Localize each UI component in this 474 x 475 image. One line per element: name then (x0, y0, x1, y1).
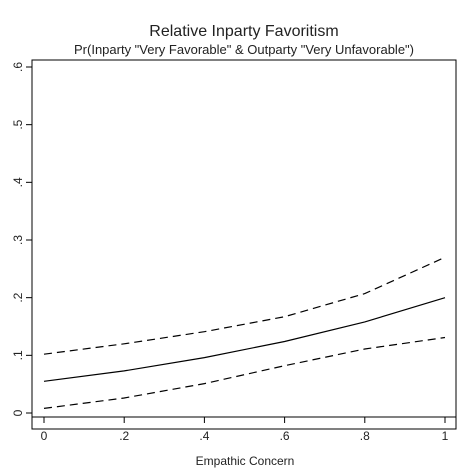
y-tick-label: .4 (11, 177, 25, 187)
chart-subtitle: Pr(Inparty "Very Favorable" & Outparty "… (74, 42, 414, 57)
y-tick-label: .6 (11, 62, 25, 72)
y-tick-label: .5 (11, 119, 25, 129)
upper-ci-line (43, 256, 446, 355)
x-tick-label: .2 (119, 429, 129, 443)
chart-title: Relative Inparty Favoritism (149, 23, 338, 40)
chart-marks: 0 .2 .4 .6 .8 1 0 .1 .2 .3 .4 .5 .6 (11, 62, 449, 443)
predicted-probability-line (43, 297, 446, 382)
lower-ci-line (43, 336, 446, 409)
y-tick-label: .1 (11, 350, 25, 360)
x-tick-label: .6 (280, 429, 290, 443)
x-tick-label: 1 (442, 429, 449, 443)
x-tick-label: .4 (199, 429, 209, 443)
y-tick-label: 0 (11, 409, 25, 416)
y-tick-label: .2 (11, 292, 25, 302)
y-tick-label: .3 (11, 235, 25, 245)
x-tick-label: 0 (41, 429, 48, 443)
x-axis-label: Empathic Concern (196, 454, 295, 468)
x-tick-label: .8 (360, 429, 370, 443)
